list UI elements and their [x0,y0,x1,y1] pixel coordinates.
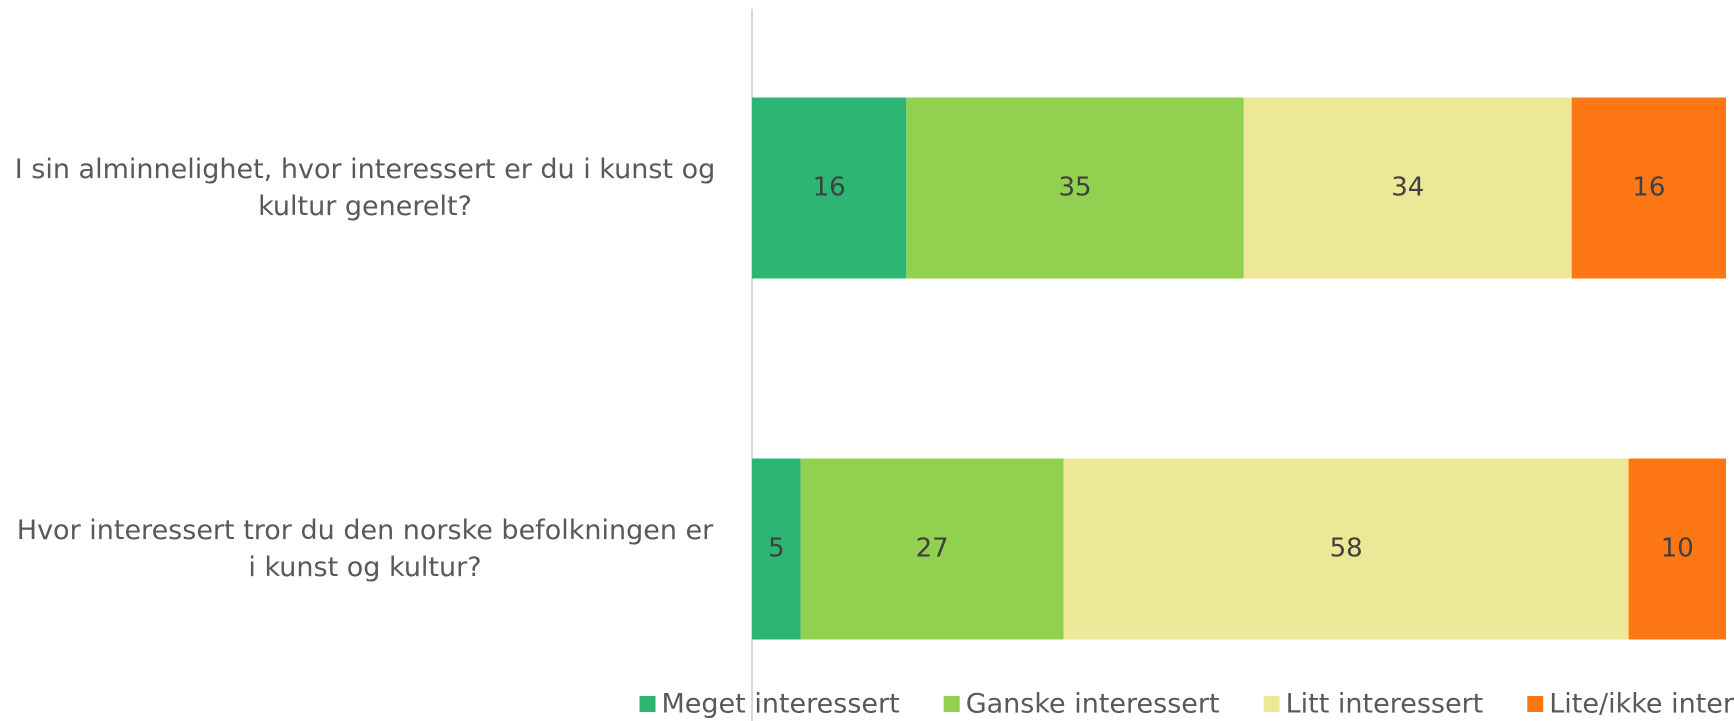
legend-swatch [1527,696,1544,712]
legend-swatch [943,696,960,712]
data-label: 34 [1391,173,1424,203]
data-label: 16 [1632,173,1665,203]
legend-label: Lite/ikke interessert [1549,689,1734,720]
category-label: I sin alminnelighet, hvor interessert er… [14,154,716,222]
legend-swatch [1263,696,1280,712]
data-label: 5 [768,534,785,564]
bar-segment [800,458,1064,640]
data-label: 16 [813,173,846,203]
legend-label: Ganske interessert [966,689,1220,720]
data-label: 35 [1059,173,1092,203]
data-label: 27 [916,534,949,564]
legend-label: Meget interessert [662,689,900,720]
bar-segment [752,458,801,640]
bar-segment [1243,97,1572,279]
bar-segment [1063,458,1629,640]
legend-label: Litt interessert [1286,689,1484,720]
data-label: 58 [1330,534,1363,564]
bar-segment [1628,458,1726,640]
bar-segment [1571,97,1726,279]
legend-swatch [639,696,656,712]
category-label: Hvor interessert tror du den norske befo… [16,515,714,583]
data-label: 10 [1661,534,1694,564]
bar-segment [906,97,1244,279]
bar-segment [752,97,907,279]
